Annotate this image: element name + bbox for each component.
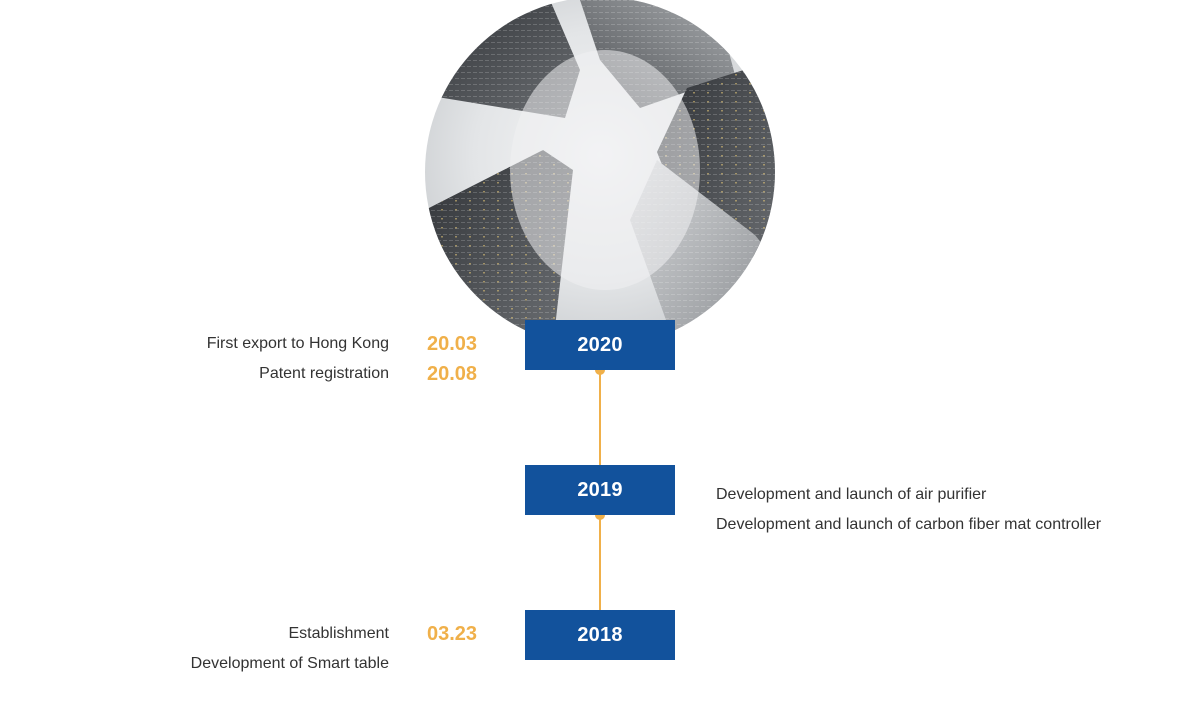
hero-skyscraper-image — [425, 0, 775, 345]
event-carbon-fiber-mat-controller-launch: Development and launch of carbon fiber m… — [716, 516, 1102, 533]
year-badge-2018: 2018 — [525, 610, 675, 660]
event-date-20-03: 20.03 — [427, 333, 478, 355]
event-date-03-23: 03.23 — [427, 623, 478, 645]
timeline-dot-2019 — [595, 510, 605, 520]
year-label: 2019 — [577, 478, 623, 501]
event-first-export-hong-kong: First export to Hong Kong — [206, 335, 389, 352]
event-date-20-08: 20.08 — [427, 363, 478, 385]
year-label: 2018 — [577, 623, 623, 646]
timeline-dot-2020 — [595, 365, 605, 375]
event-establishment: Establishment — [288, 625, 390, 642]
year-badge-2020: 2020 — [525, 320, 675, 370]
event-patent-registration: Patent registration — [259, 365, 389, 382]
event-smart-table-development: Development of Smart table — [190, 655, 389, 672]
year-label: 2020 — [577, 333, 623, 356]
year-badge-2019: 2019 — [525, 465, 675, 515]
event-air-purifier-launch: Development and launch of air purifier — [716, 486, 987, 503]
